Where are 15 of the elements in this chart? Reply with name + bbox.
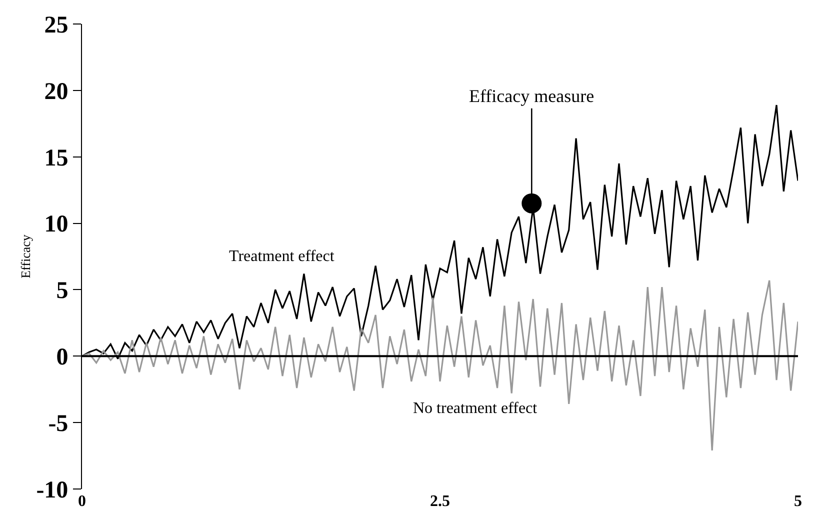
series-label: Treatment effect bbox=[229, 248, 335, 265]
y-tick-label: 20 bbox=[44, 78, 68, 105]
annotation: Efficacy measure bbox=[469, 86, 594, 106]
y-tick-label: 15 bbox=[44, 145, 68, 172]
y-tick-label: -10 bbox=[36, 477, 68, 504]
x-tick-label: 2.5 bbox=[430, 493, 450, 510]
y-tick-label: 10 bbox=[44, 212, 68, 238]
x-tick-label: 5 bbox=[794, 493, 802, 510]
y-tick-label: 0 bbox=[56, 344, 68, 371]
x-tick-label: 0 bbox=[78, 493, 86, 510]
y-tick-label: 5 bbox=[56, 278, 68, 304]
y-tick-label: -5 bbox=[48, 410, 68, 437]
y-axis-title: Efficacy bbox=[18, 234, 34, 278]
y-tick-label: 25 bbox=[44, 12, 68, 38]
series-label: No treatment effect bbox=[413, 400, 538, 417]
